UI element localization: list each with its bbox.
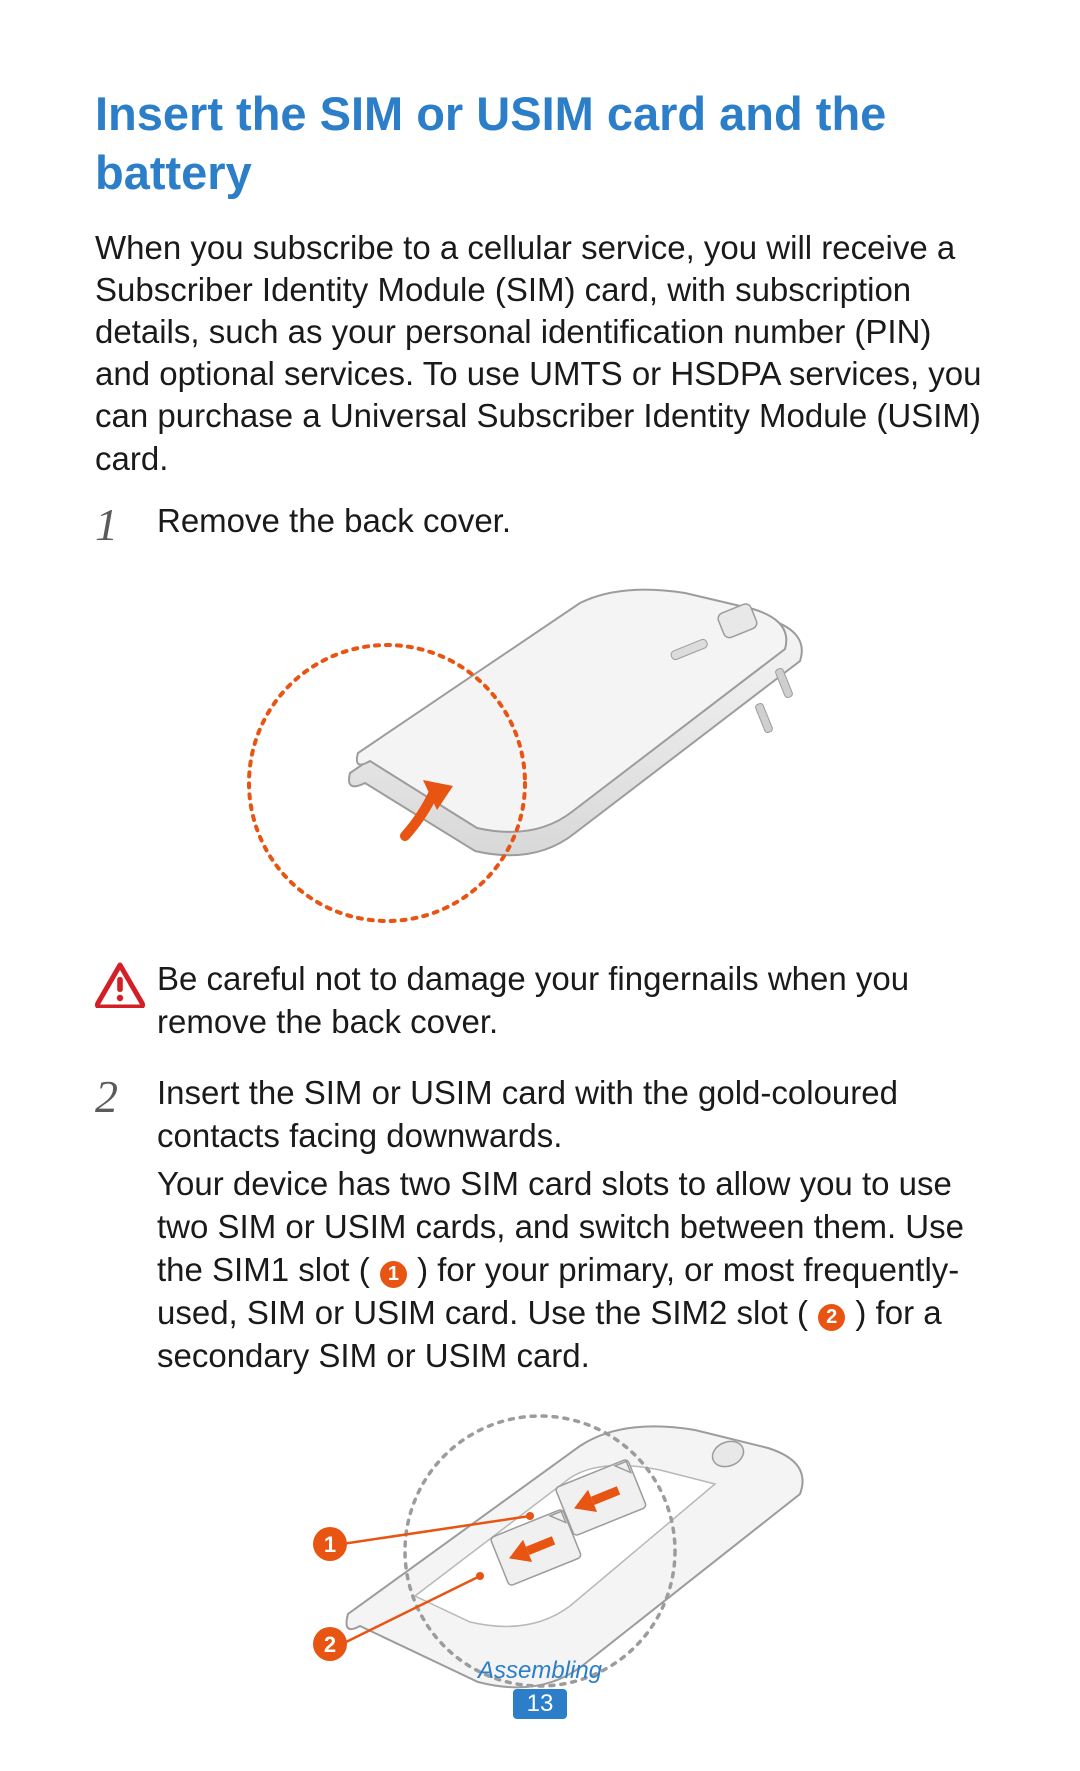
step-1-number: 1: [95, 500, 157, 548]
step-1-text: Remove the back cover.: [157, 500, 985, 548]
footer-section-label: Assembling: [478, 1657, 602, 1685]
page-footer: Assembling 13: [0, 1657, 1080, 1719]
intro-paragraph: When you subscribe to a cellular service…: [95, 227, 985, 480]
caution-note: Be careful not to damage your fingernail…: [95, 958, 985, 1044]
step-2: 2 Insert the SIM or USIM card with the g…: [95, 1072, 985, 1384]
badge-sim2-inline: 2: [818, 1304, 845, 1331]
badge-sim1-inline: 1: [380, 1261, 407, 1288]
callout-badge-1: 1: [324, 1532, 336, 1557]
callout-badge-2: 2: [324, 1632, 336, 1657]
caution-text: Be careful not to damage your fingernail…: [157, 958, 985, 1044]
step-1: 1 Remove the back cover.: [95, 500, 985, 548]
step-2-line2: Your device has two SIM card slots to al…: [157, 1163, 985, 1377]
step-2-text: Insert the SIM or USIM card with the gol…: [157, 1072, 985, 1384]
figure-remove-back-cover: [95, 558, 985, 928]
page-title: Insert the SIM or USIM card and the batt…: [95, 85, 985, 203]
footer-page-number: 13: [513, 1689, 568, 1719]
step-2-line1: Insert the SIM or USIM card with the gol…: [157, 1072, 985, 1158]
warning-icon: [95, 958, 157, 1013]
step-2-number: 2: [95, 1072, 157, 1384]
